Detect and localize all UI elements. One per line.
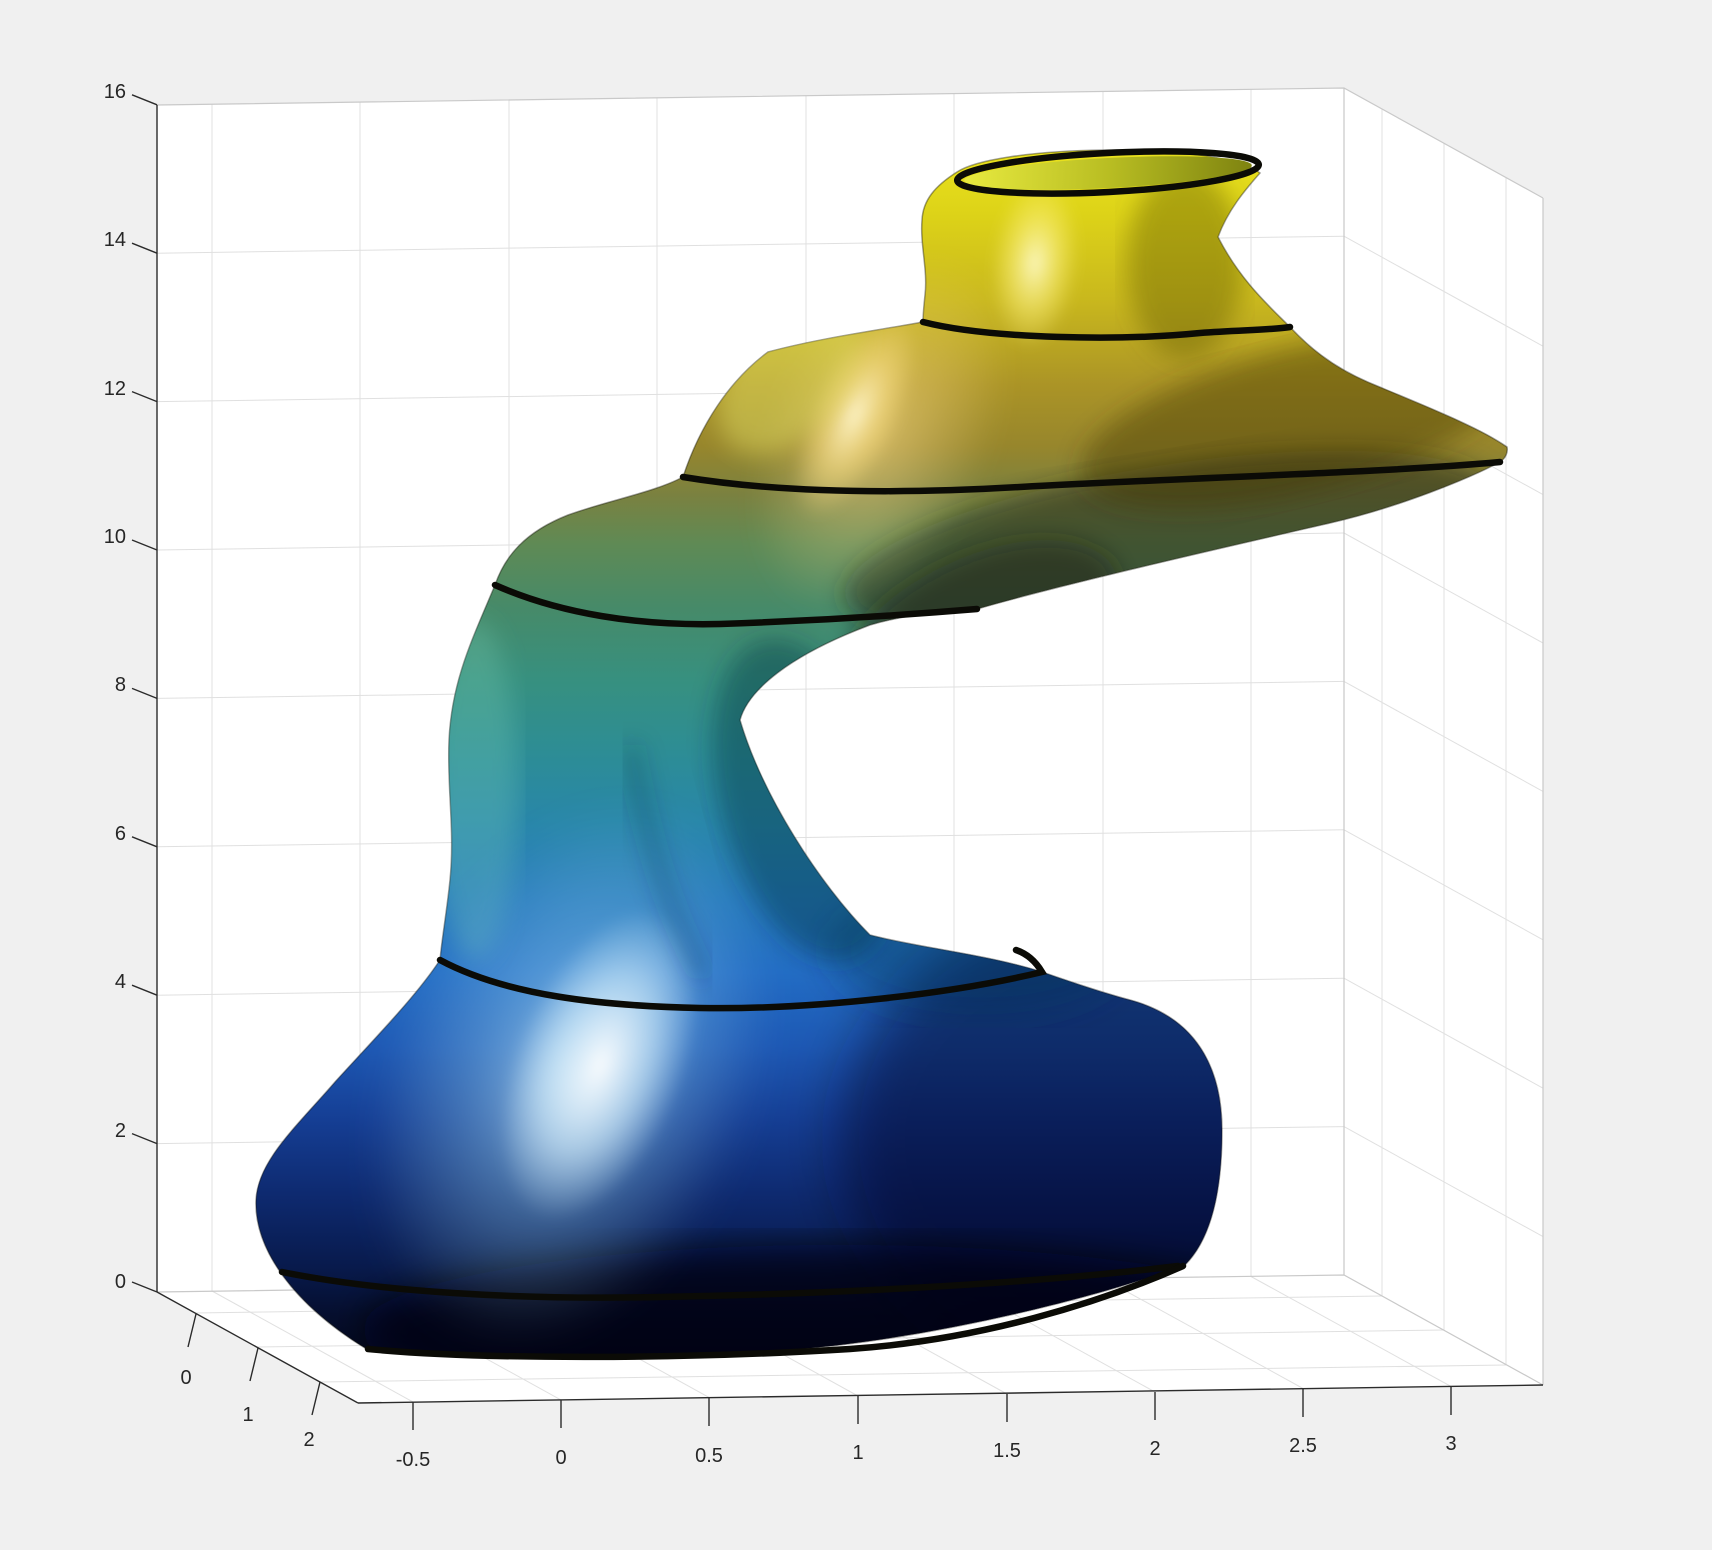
z-tick-label: 6 [115, 823, 126, 845]
z-tick-label: 4 [115, 971, 126, 993]
x-tick-label: 1 [852, 1442, 863, 1464]
ring-z13 [919, 318, 1294, 341]
rim-edge-ring [953, 148, 1263, 197]
rim-opening [964, 156, 1252, 190]
z-tick-label: 14 [104, 229, 126, 251]
x-tick-label: 3 [1445, 1433, 1456, 1455]
z-tick-label: 12 [104, 378, 126, 400]
axis-lines [156, 105, 1544, 1404]
ring-z9 [491, 581, 981, 628]
y-tick-label: 2 [303, 1429, 314, 1451]
y-axis-line [156, 1291, 359, 1404]
z-tick-label: 16 [104, 81, 126, 103]
x-tick-label: 0.5 [695, 1445, 723, 1467]
tick-marks [131, 94, 1452, 1430]
z-tick-label: 10 [104, 526, 126, 548]
base-edge [364, 1262, 1187, 1361]
ring-waist [436, 946, 1048, 1012]
ring-z11 [679, 458, 1504, 495]
z-tick-label: 2 [115, 1120, 126, 1142]
ring-bottom [278, 1262, 1182, 1301]
axis-labels: 16 14 12 10 8 6 4 2 0 -0.5 0 0.5 1 1.5 2… [104, 81, 1457, 1471]
y-tick-label: 0 [180, 1367, 191, 1389]
box-edges [156, 87, 1544, 1386]
x-tick-label: 0 [555, 1447, 566, 1469]
x-tick-label: -0.5 [396, 1449, 430, 1471]
y-tick-label: 1 [242, 1404, 253, 1426]
z-tick-label: 8 [115, 674, 126, 696]
x-tick-label: 2 [1149, 1438, 1160, 1460]
contour-rings [278, 318, 1504, 1361]
x-axis-line [357, 1384, 1544, 1404]
x-tick-label: 2.5 [1289, 1435, 1317, 1457]
z-tick-label: 0 [115, 1271, 126, 1293]
x-tick-label: 1.5 [993, 1440, 1021, 1462]
